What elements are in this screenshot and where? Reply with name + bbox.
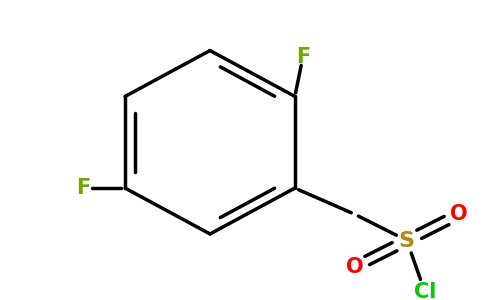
Text: F: F — [296, 47, 310, 67]
Text: O: O — [346, 257, 363, 277]
Text: S: S — [399, 230, 415, 250]
Text: F: F — [76, 178, 90, 198]
Text: O: O — [450, 204, 468, 224]
Text: Cl: Cl — [414, 282, 436, 300]
